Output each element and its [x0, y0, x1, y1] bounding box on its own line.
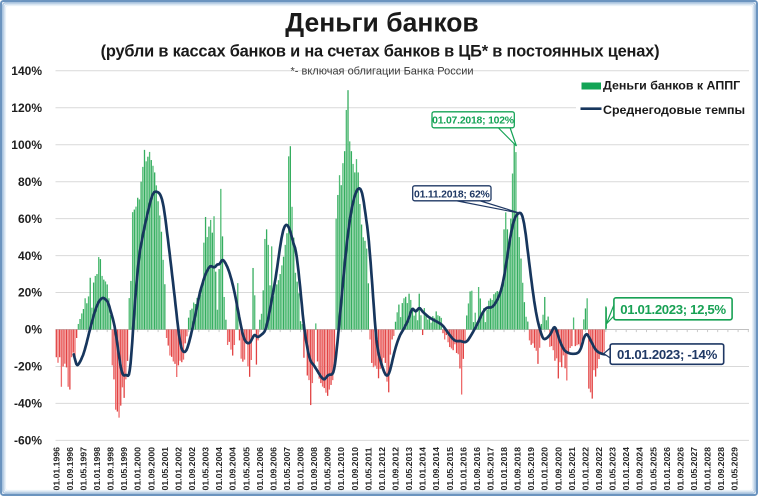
svg-text:01.01.2020: 01.01.2020 [540, 447, 550, 491]
svg-text:120%: 120% [11, 101, 42, 115]
svg-text:01.01.2028: 01.01.2028 [703, 447, 713, 491]
svg-text:01.05.2025: 01.05.2025 [648, 447, 658, 491]
svg-text:01.09.2012: 01.09.2012 [391, 447, 401, 491]
svg-text:01.05.2005: 01.05.2005 [241, 447, 251, 491]
svg-text:01.09.2022: 01.09.2022 [594, 447, 604, 491]
svg-text:01.09.1998: 01.09.1998 [106, 447, 116, 491]
svg-text:01.09.2006: 01.09.2006 [268, 447, 278, 491]
svg-text:01.09.2016: 01.09.2016 [472, 447, 482, 491]
svg-text:01.01.2022: 01.01.2022 [581, 447, 591, 491]
svg-text:01.09.2020: 01.09.2020 [553, 447, 563, 491]
svg-text:01.05.2013: 01.05.2013 [404, 447, 414, 491]
svg-text:01.01.2024: 01.01.2024 [621, 447, 631, 491]
svg-text:20%: 20% [18, 286, 42, 300]
svg-text:Среднегодовые темпы: Среднегодовые темпы [603, 103, 745, 117]
svg-text:*- включая облигации Банка Рос: *- включая облигации Банка России [291, 66, 474, 78]
svg-text:01.05.1999: 01.05.1999 [119, 447, 129, 491]
svg-text:01.09.2008: 01.09.2008 [309, 447, 319, 491]
svg-text:01.09.1996: 01.09.1996 [65, 447, 75, 491]
svg-text:01.05.2021: 01.05.2021 [567, 447, 577, 491]
svg-text:01.09.2024: 01.09.2024 [635, 447, 645, 491]
svg-text:01.01.2014: 01.01.2014 [418, 447, 428, 491]
svg-text:01.01.2002: 01.01.2002 [173, 447, 183, 491]
svg-text:01.01.2018: 01.01.2018 [499, 447, 509, 491]
svg-text:01.01.2023; 12,5%: 01.01.2023; 12,5% [620, 302, 726, 317]
svg-text:01.01.1998: 01.01.1998 [92, 447, 102, 491]
svg-text:01.01.1996: 01.01.1996 [51, 447, 61, 491]
svg-text:-20%: -20% [14, 360, 42, 374]
svg-text:01.09.2010: 01.09.2010 [350, 447, 360, 491]
svg-text:01.09.2026: 01.09.2026 [675, 447, 685, 491]
svg-text:01.01.2012: 01.01.2012 [377, 447, 387, 491]
svg-text:140%: 140% [11, 64, 42, 78]
svg-text:40%: 40% [18, 249, 42, 263]
svg-text:01.05.2023: 01.05.2023 [608, 447, 618, 491]
svg-text:01.01.2010: 01.01.2010 [336, 447, 346, 491]
svg-text:01.01.2026: 01.01.2026 [662, 447, 672, 491]
svg-text:-40%: -40% [14, 397, 42, 411]
svg-text:Деньги банков к АППГ: Деньги банков к АППГ [603, 79, 740, 93]
svg-text:01.01.2000: 01.01.2000 [133, 447, 143, 491]
svg-text:01.01.2006: 01.01.2006 [255, 447, 265, 491]
svg-text:01.09.2004: 01.09.2004 [228, 447, 238, 491]
svg-text:80%: 80% [18, 175, 42, 189]
svg-text:01.05.2003: 01.05.2003 [201, 447, 211, 491]
svg-text:01.05.2027: 01.05.2027 [689, 447, 699, 491]
svg-text:60%: 60% [18, 212, 42, 226]
svg-text:0%: 0% [25, 323, 43, 337]
svg-text:01.07.2018; 102%: 01.07.2018; 102% [432, 116, 514, 127]
svg-text:Деньги банков: Деньги банков [285, 8, 478, 38]
svg-text:01.01.2004: 01.01.2004 [214, 447, 224, 491]
svg-text:01.01.2008: 01.01.2008 [296, 447, 306, 491]
svg-text:100%: 100% [11, 138, 42, 152]
svg-text:01.09.2028: 01.09.2028 [716, 447, 726, 491]
svg-text:01.09.2018: 01.09.2018 [513, 447, 523, 491]
svg-text:01.05.2015: 01.05.2015 [445, 447, 455, 491]
svg-text:01.05.2001: 01.05.2001 [160, 447, 170, 491]
svg-text:01.09.2000: 01.09.2000 [146, 447, 156, 491]
svg-text:01.05.2009: 01.05.2009 [323, 447, 333, 491]
svg-text:(рубли в кассах банков и на сч: (рубли в кассах банков и на счетах банко… [101, 43, 660, 61]
svg-text:01.05.1997: 01.05.1997 [78, 447, 88, 491]
svg-text:01.05.2011: 01.05.2011 [363, 447, 373, 490]
svg-text:01.01.2016: 01.01.2016 [458, 447, 468, 491]
svg-text:01.05.2019: 01.05.2019 [526, 447, 536, 491]
svg-text:01.11.2018; 62%: 01.11.2018; 62% [414, 189, 490, 200]
svg-text:-60%: -60% [14, 434, 42, 448]
svg-text:01.05.2007: 01.05.2007 [282, 447, 292, 491]
svg-text:01.01.2023; -14%: 01.01.2023; -14% [617, 347, 718, 362]
svg-text:01.05.2029: 01.05.2029 [730, 447, 740, 491]
svg-text:01.09.2002: 01.09.2002 [187, 447, 197, 491]
svg-text:01.09.2014: 01.09.2014 [431, 447, 441, 491]
svg-text:01.05.2017: 01.05.2017 [486, 447, 496, 491]
